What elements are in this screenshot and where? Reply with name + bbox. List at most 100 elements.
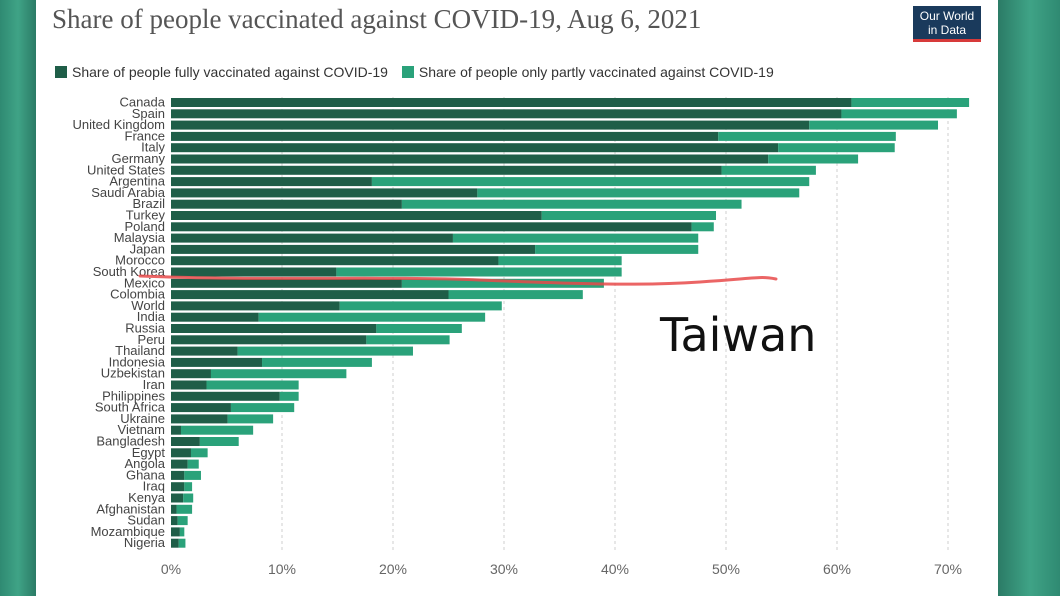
owid-logo: Our World in Data bbox=[913, 6, 981, 42]
category-label: Peru bbox=[138, 332, 165, 347]
bar-full bbox=[171, 335, 367, 345]
category-label: United States bbox=[87, 162, 166, 177]
category-label: Angola bbox=[125, 456, 166, 471]
category-label: Vietnam bbox=[118, 422, 165, 437]
bar-partial bbox=[477, 188, 800, 198]
bar-partial bbox=[279, 391, 299, 401]
bar-full bbox=[171, 244, 536, 254]
category-label: Uzbekistan bbox=[101, 366, 165, 381]
bar-partial bbox=[258, 312, 486, 322]
bar-partial bbox=[183, 493, 194, 503]
bar-full bbox=[171, 143, 779, 153]
bar-full bbox=[171, 256, 499, 266]
bar-partial bbox=[778, 143, 895, 153]
bar-full bbox=[171, 109, 842, 119]
bar-full bbox=[171, 199, 402, 209]
x-tick-label: 0% bbox=[161, 561, 181, 577]
category-label: Nigeria bbox=[124, 535, 166, 550]
bar-full bbox=[171, 504, 177, 514]
bar-full bbox=[171, 324, 377, 333]
x-tick-label: 10% bbox=[268, 561, 296, 577]
x-tick-label: 60% bbox=[823, 561, 851, 577]
bar-partial bbox=[237, 346, 413, 356]
logo-line-1: Our World bbox=[919, 9, 975, 23]
bar-full bbox=[171, 482, 185, 492]
bar-full bbox=[171, 403, 231, 413]
bar-full bbox=[171, 222, 692, 232]
legend-label-full: Share of people fully vaccinated against… bbox=[72, 64, 388, 80]
annotation-line bbox=[138, 274, 778, 286]
category-label: Mexico bbox=[124, 275, 165, 290]
bar-full bbox=[171, 233, 453, 243]
category-label: South Africa bbox=[95, 400, 166, 415]
chart-title: Share of people vaccinated against COVID… bbox=[52, 4, 702, 34]
bar-full bbox=[171, 448, 191, 458]
bar-full bbox=[171, 290, 449, 300]
category-label: Afghanistan bbox=[96, 501, 165, 516]
bar-partial bbox=[190, 448, 208, 458]
bar-partial bbox=[199, 437, 239, 446]
category-label: Turkey bbox=[126, 208, 166, 223]
category-label: France bbox=[125, 128, 165, 143]
bar-partial bbox=[718, 131, 896, 141]
bar-partial bbox=[187, 459, 199, 469]
category-label: Ghana bbox=[126, 467, 166, 482]
bar-partial bbox=[176, 504, 193, 514]
x-tick-label: 50% bbox=[712, 561, 740, 577]
bar-partial bbox=[339, 301, 502, 311]
category-label: Kenya bbox=[128, 490, 166, 505]
bar-partial bbox=[366, 335, 450, 345]
category-label: Ukraine bbox=[120, 411, 165, 426]
x-tick-label: 20% bbox=[379, 561, 407, 577]
legend-label-partial: Share of people only partly vaccinated a… bbox=[418, 64, 774, 80]
bar-partial bbox=[180, 425, 254, 435]
category-label: Egypt bbox=[132, 445, 166, 460]
category-label: Malaysia bbox=[114, 230, 166, 245]
bar-full bbox=[171, 391, 280, 401]
category-label: United Kingdom bbox=[73, 117, 166, 132]
bar-partial bbox=[768, 154, 859, 164]
category-label: Iran bbox=[143, 377, 165, 392]
bar-partial bbox=[262, 357, 372, 367]
bar-full bbox=[171, 98, 852, 107]
bar-full bbox=[171, 414, 228, 424]
bar-partial bbox=[809, 120, 939, 130]
bar-partial bbox=[336, 267, 622, 277]
bar-full bbox=[171, 516, 178, 526]
bar-full bbox=[171, 188, 478, 198]
legend-swatch-full bbox=[55, 66, 67, 78]
bar-full bbox=[171, 425, 181, 435]
bar-full bbox=[171, 120, 810, 130]
legend-item-partial: Share of people only partly vaccinated a… bbox=[401, 64, 774, 80]
logo-line-2: in Data bbox=[927, 23, 967, 37]
bar-partial bbox=[535, 244, 699, 254]
category-label: Germany bbox=[112, 151, 166, 166]
bar-full bbox=[171, 357, 263, 367]
bar-full bbox=[171, 131, 719, 141]
bar-full bbox=[171, 301, 340, 311]
bar-full bbox=[171, 470, 185, 480]
bar-full bbox=[171, 154, 769, 164]
bar-full bbox=[171, 527, 180, 537]
bar-full bbox=[171, 369, 211, 379]
category-label: Italy bbox=[141, 140, 165, 155]
bar-partial bbox=[401, 199, 742, 209]
bar-full bbox=[171, 437, 200, 446]
bar-full bbox=[171, 380, 207, 390]
bar-partial bbox=[721, 165, 816, 175]
bar-partial bbox=[841, 109, 957, 119]
category-label: Brazil bbox=[132, 196, 165, 211]
bar-partial bbox=[376, 324, 462, 333]
category-label: Canada bbox=[119, 95, 165, 110]
category-label: Indonesia bbox=[109, 354, 166, 369]
bar-partial bbox=[541, 211, 717, 220]
bar-partial bbox=[177, 516, 188, 526]
bar-full bbox=[171, 278, 402, 288]
category-label: Sudan bbox=[127, 513, 165, 528]
bar-partial bbox=[448, 290, 583, 300]
bar-partial bbox=[230, 403, 295, 413]
category-label: Argentina bbox=[109, 174, 165, 189]
bar-full bbox=[171, 267, 337, 277]
